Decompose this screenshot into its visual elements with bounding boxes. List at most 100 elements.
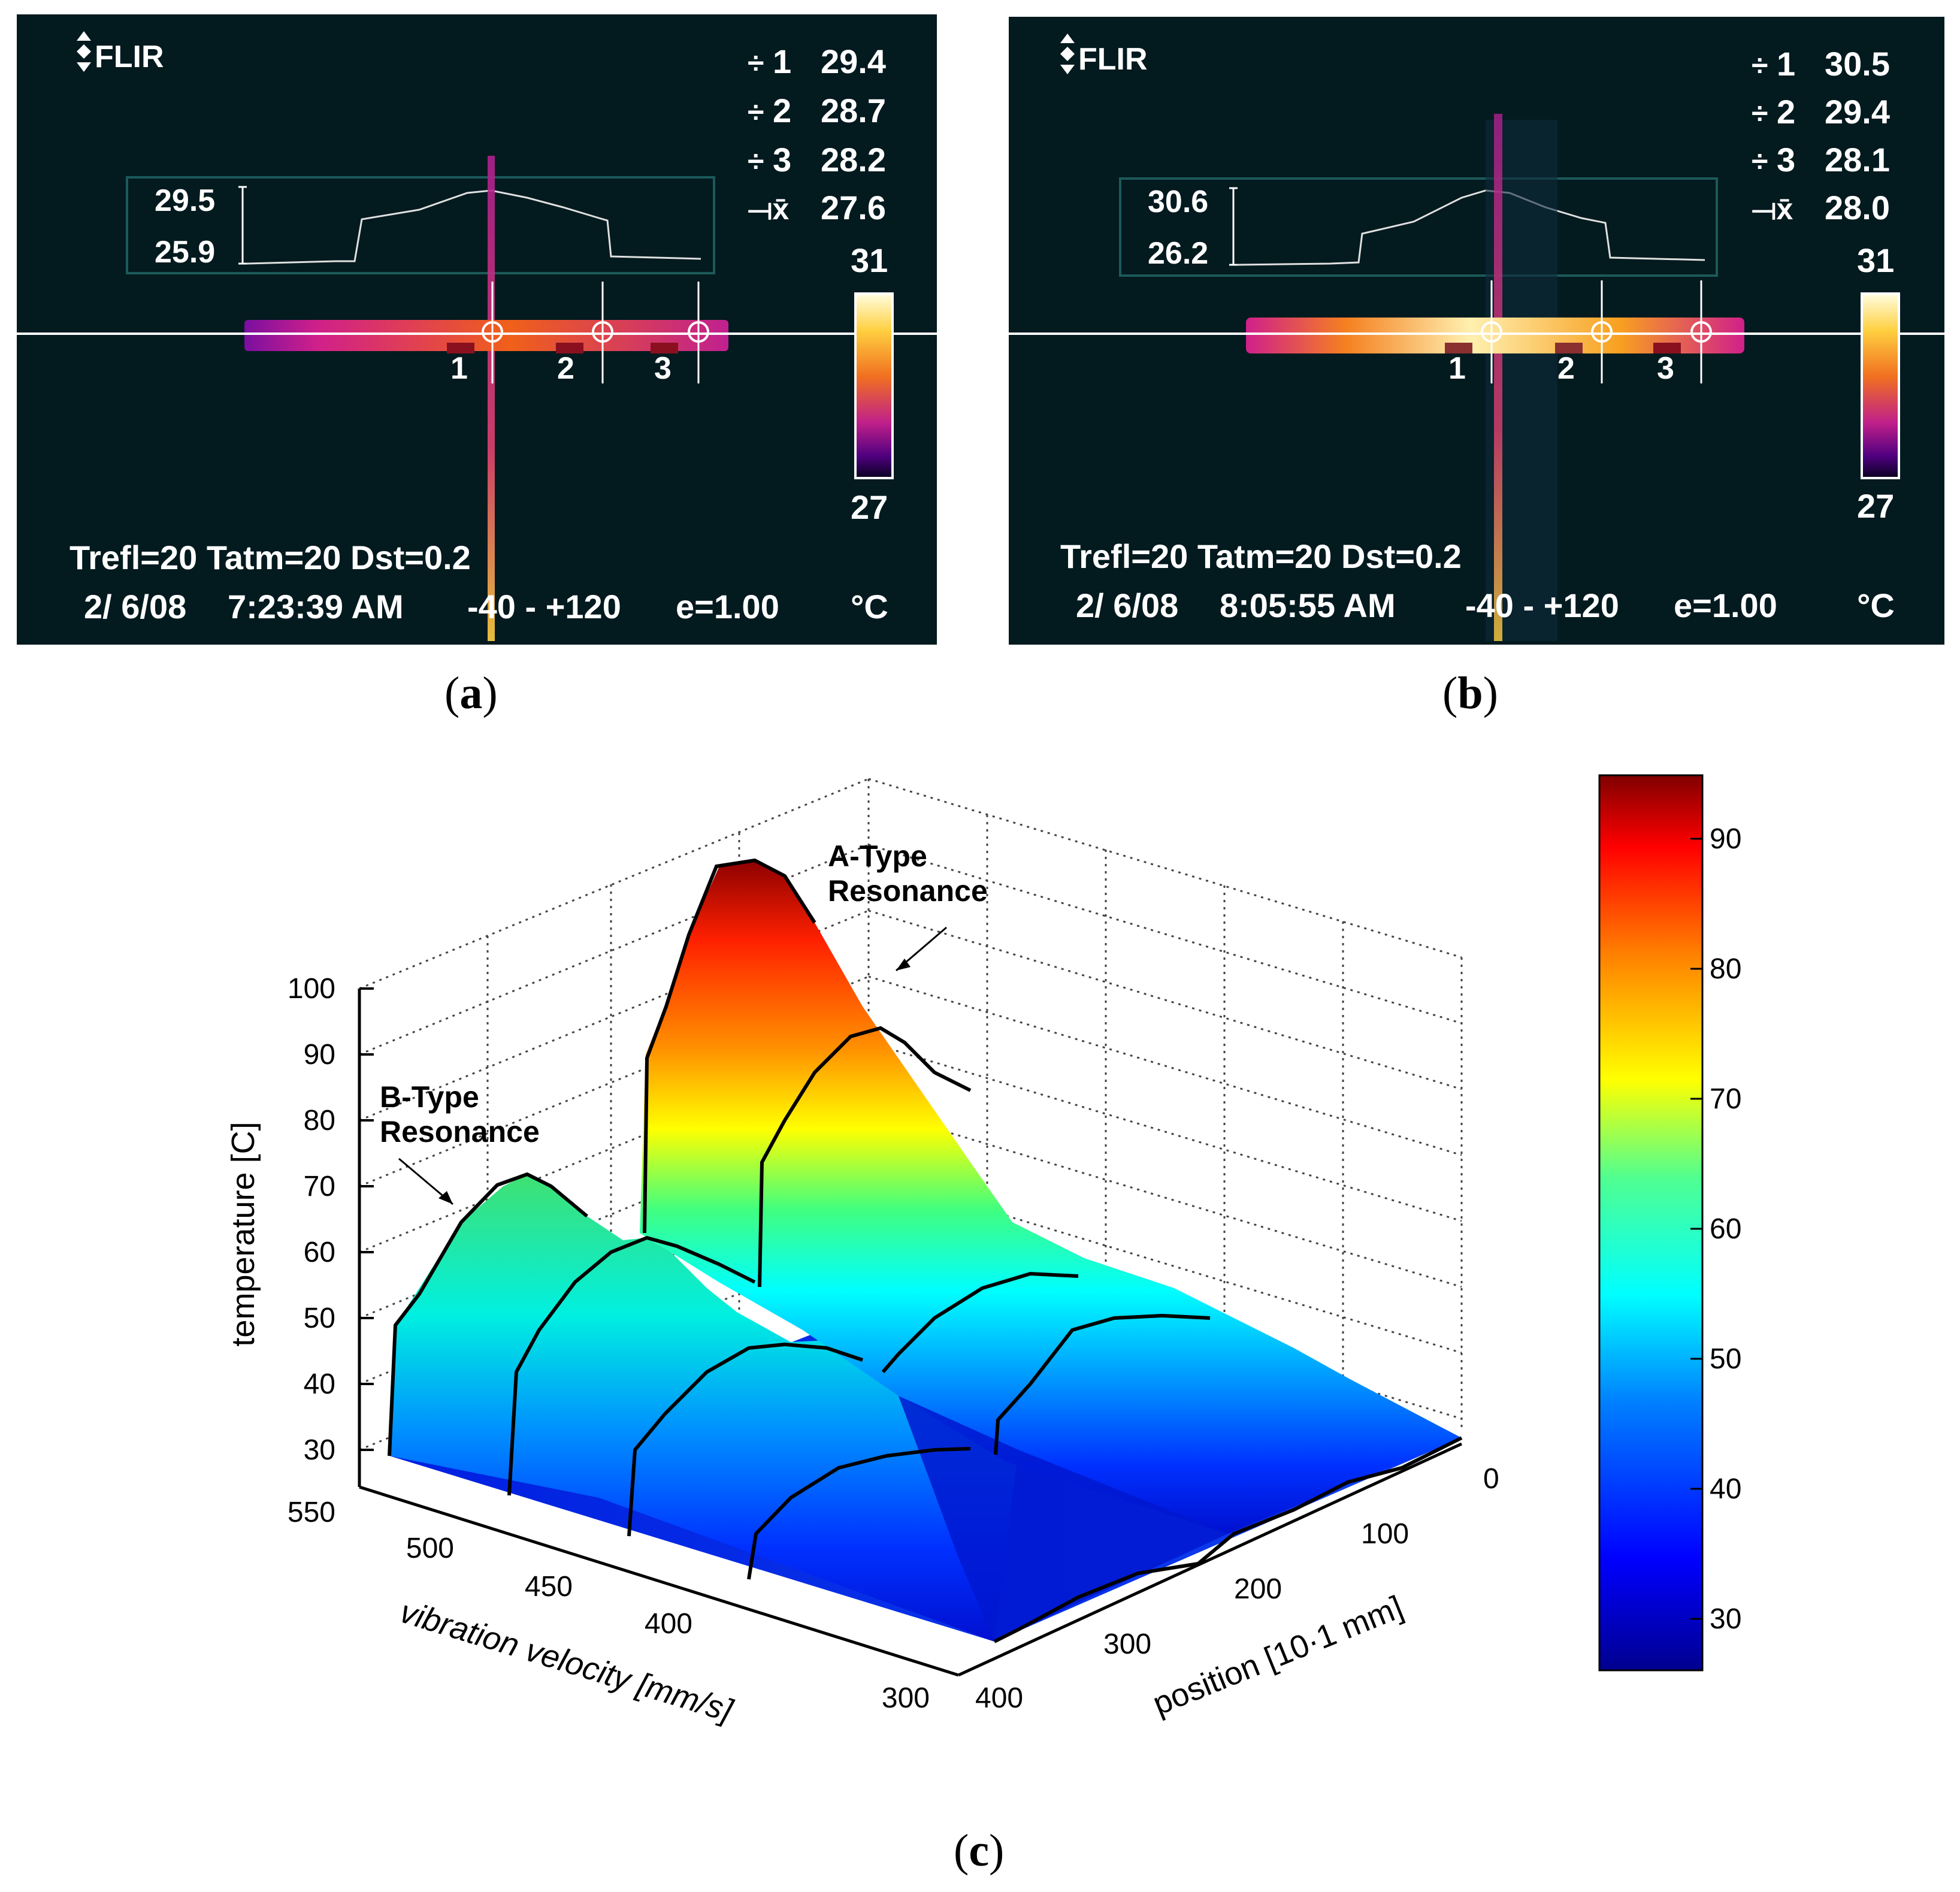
svg-text:÷: ÷ (1752, 144, 1768, 178)
flir-logo: FLIR (77, 31, 164, 74)
params-line: Trefl=20 Tatm=20 Dst=0.2 (69, 539, 471, 576)
spot-3-value: 28.2 (821, 141, 886, 179)
spot-3-label: 3 (1777, 141, 1795, 179)
z-ticks (359, 987, 374, 1451)
svg-text:÷: ÷ (748, 46, 764, 80)
surface-a-type (640, 859, 1462, 1534)
svg-text:400: 400 (645, 1608, 692, 1640)
svg-text:70: 70 (1710, 1083, 1741, 1115)
svg-text:80: 80 (1710, 953, 1741, 985)
svg-text:FLIR: FLIR (95, 40, 164, 74)
caption-a: (a) (444, 668, 498, 718)
range: -40 - +120 (1465, 587, 1619, 624)
thermal-panel-a: FLIR ÷ 1 29.4 ÷ 2 28.7 ÷ 3 28.2 ⟞x̄ 27.6… (17, 14, 937, 645)
spot-3-label: 3 (773, 141, 791, 179)
spot-1-label: 1 (773, 43, 791, 80)
svg-text:A-Type: A-Type (828, 839, 927, 873)
svg-text:300: 300 (882, 1682, 930, 1714)
svg-text:60: 60 (304, 1237, 335, 1268)
profile-max: 29.5 (155, 183, 215, 218)
svg-text:÷: ÷ (1752, 96, 1768, 130)
profile-max: 30.6 (1148, 185, 1208, 219)
spot-1-label: 1 (1777, 45, 1795, 83)
svg-text:÷: ÷ (1752, 49, 1768, 82)
svg-text:3: 3 (1657, 351, 1674, 386)
annotation-b-type: B-Type Resonance (380, 1080, 540, 1205)
annotation-a-type: A-Type Resonance (828, 839, 988, 972)
svg-text:100: 100 (1361, 1518, 1409, 1550)
temperature-scale: 31 27 (851, 241, 894, 526)
caption-b: (b) (1442, 668, 1498, 718)
svg-text:400: 400 (975, 1682, 1023, 1714)
svg-text:Resonance: Resonance (828, 874, 988, 908)
range: -40 - +120 (467, 588, 621, 625)
svg-text:450: 450 (525, 1571, 573, 1603)
svg-text:500: 500 (406, 1533, 454, 1564)
thermal-panel-b: FLIR ÷ 1 30.5 ÷ 2 29.4 ÷ 3 28.1 ⟞x̄ 28.0… (1009, 17, 1944, 645)
svg-text:200: 200 (1234, 1573, 1282, 1605)
spot-2-value: 28.7 (821, 92, 886, 129)
svg-text:30: 30 (304, 1434, 335, 1466)
spot-1-value: 29.4 (821, 43, 886, 80)
svg-text:300: 300 (1103, 1628, 1151, 1660)
svg-text:40: 40 (1710, 1473, 1741, 1505)
spot-1-value: 30.5 (1825, 45, 1890, 83)
svg-text:FLIR: FLIR (1078, 42, 1148, 77)
axes (358, 989, 1463, 1677)
spot-2-label: 2 (1777, 93, 1795, 131)
params-line: Trefl=20 Tatm=20 Dst=0.2 (1060, 537, 1462, 575)
svg-text:50: 50 (1710, 1343, 1741, 1375)
velocity-tick-labels: 550 500 450 400 300 (288, 1497, 930, 1714)
svg-text:550: 550 (288, 1497, 335, 1528)
line-profile: 30.6 26.2 (1119, 177, 1718, 277)
svg-text:B-Type: B-Type (380, 1080, 479, 1114)
svg-text:27: 27 (851, 488, 888, 526)
profile-min: 26.2 (1148, 236, 1208, 271)
flir-logo: FLIR (1060, 34, 1148, 77)
svg-text:50: 50 (304, 1302, 335, 1334)
z-axis-label: temperature [C] (225, 1122, 261, 1346)
spot-readings: ÷ 1 29.4 ÷ 2 28.7 ÷ 3 28.2 ⟞x̄ 27.6 (748, 43, 886, 226)
profile-min: 25.9 (155, 235, 215, 270)
time: 8:05:55 AM (1220, 587, 1396, 624)
svg-text:70: 70 (304, 1171, 335, 1202)
temperature-scale: 31 27 (1857, 241, 1900, 525)
date: 2/ 6/08 (1076, 587, 1178, 624)
svg-text:2: 2 (557, 351, 574, 386)
spot-markers: 1 2 3 (447, 282, 709, 386)
svg-text:100: 100 (288, 973, 335, 1005)
svg-text:31: 31 (1857, 241, 1894, 279)
spot-2-value: 29.4 (1825, 93, 1890, 131)
colorbar: 90 80 70 60 50 40 30 (1598, 774, 1741, 1672)
svg-text:÷: ÷ (748, 95, 764, 129)
hot-specimen-bar (1246, 318, 1744, 353)
spot-2-label: 2 (773, 92, 791, 129)
hot-specimen-bar (244, 320, 728, 351)
avg-value: 27.6 (821, 189, 886, 226)
spot-markers: 1 2 3 (1445, 280, 1712, 386)
svg-text:90: 90 (1710, 823, 1741, 855)
line-profile: 29.5 25.9 (126, 176, 715, 274)
position-axis-label: position [10·1 mm] (1148, 1589, 1408, 1722)
svg-text:0: 0 (1483, 1463, 1499, 1495)
emissivity: e=1.00 (676, 588, 779, 625)
svg-text:27: 27 (1857, 487, 1894, 525)
time: 7:23:39 AM (228, 588, 404, 625)
position-tick-labels: 0 100 200 300 400 (975, 1463, 1499, 1714)
svg-text:31: 31 (851, 241, 888, 279)
z-tick-labels: 100 90 80 70 60 50 40 30 (288, 973, 335, 1466)
line-average-icon: ⟞x̄ (1752, 192, 1793, 226)
svg-text:÷: ÷ (748, 144, 764, 178)
svg-text:1: 1 (450, 351, 468, 386)
caption-c: (c) (954, 1825, 1004, 1876)
svg-text:2: 2 (1557, 351, 1575, 386)
svg-text:90: 90 (304, 1039, 335, 1071)
svg-text:1: 1 (1448, 351, 1466, 386)
svg-text:3: 3 (654, 351, 672, 386)
contour-lines (388, 858, 1463, 1643)
spot-3-value: 28.1 (1825, 141, 1890, 179)
date: 2/ 6/08 (84, 588, 186, 625)
spot-readings: ÷ 1 30.5 ÷ 2 29.4 ÷ 3 28.1 ⟞x̄ 28.0 (1752, 45, 1890, 226)
line-average-icon: ⟞x̄ (748, 192, 790, 226)
